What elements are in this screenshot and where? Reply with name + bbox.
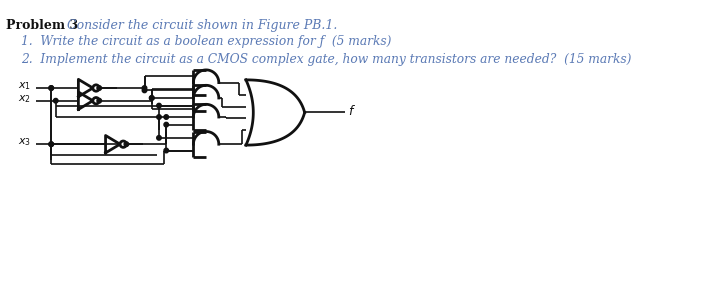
Circle shape [150, 96, 154, 100]
Text: $x_3$: $x_3$ [17, 136, 31, 148]
Text: Consider the circuit shown in Figure PB.1.: Consider the circuit shown in Figure PB.… [63, 19, 337, 32]
Circle shape [97, 98, 102, 103]
Text: 1.  Write the circuit as a boolean expression for ƒ  (5 marks): 1. Write the circuit as a boolean expres… [21, 36, 392, 48]
Circle shape [120, 141, 126, 147]
Text: $x_2$: $x_2$ [17, 93, 31, 105]
Circle shape [97, 86, 102, 90]
Circle shape [157, 135, 161, 140]
Circle shape [49, 86, 54, 90]
Circle shape [164, 122, 169, 127]
Circle shape [49, 142, 54, 147]
Circle shape [157, 103, 161, 108]
Circle shape [150, 96, 154, 100]
Circle shape [49, 142, 54, 147]
Circle shape [142, 88, 147, 93]
Text: 2.  Implement the circuit as a CMOS complex gate, how many transistors are neede: 2. Implement the circuit as a CMOS compl… [21, 53, 632, 66]
Circle shape [93, 85, 99, 91]
Circle shape [54, 98, 58, 103]
Circle shape [164, 115, 169, 119]
Circle shape [93, 98, 99, 104]
Circle shape [49, 86, 54, 90]
Circle shape [157, 115, 161, 119]
Text: $x_1$: $x_1$ [17, 80, 31, 92]
Circle shape [142, 86, 147, 90]
Text: $f$: $f$ [348, 104, 356, 118]
Circle shape [164, 148, 169, 153]
Text: Problem 3: Problem 3 [6, 19, 78, 32]
Circle shape [124, 142, 129, 147]
